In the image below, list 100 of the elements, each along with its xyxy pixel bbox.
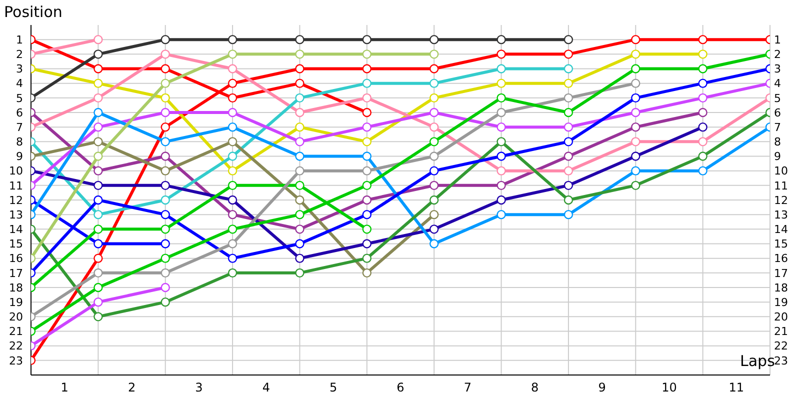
point (496, 34, 506, 44)
point (496, 195, 506, 205)
point (362, 64, 372, 74)
point (362, 122, 372, 132)
y-tick-label: 14 (9, 223, 23, 236)
point (362, 50, 372, 59)
point (362, 239, 372, 248)
point (362, 254, 372, 263)
point (228, 195, 238, 205)
point (564, 93, 574, 103)
point (698, 78, 708, 88)
point (160, 224, 170, 234)
x-tick-label: 4 (262, 380, 270, 395)
point (160, 254, 170, 263)
point (94, 239, 103, 248)
y-tick-label: 10 (9, 164, 23, 178)
y2-tick-label: 4 (774, 77, 781, 90)
y-tick-label: 9 (16, 150, 23, 164)
point (429, 137, 439, 146)
y2-tick-label: 2 (774, 48, 781, 62)
point (564, 78, 574, 88)
x-axis-title: Laps (740, 352, 775, 370)
y-tick-label: 22 (9, 340, 23, 353)
y2-tick-label: 5 (774, 92, 781, 105)
point (631, 34, 640, 44)
point (631, 108, 640, 118)
point (564, 34, 574, 44)
point (295, 254, 304, 263)
point (362, 93, 372, 103)
y-tick-label: 8 (16, 136, 23, 149)
point (564, 122, 574, 132)
point (698, 34, 708, 44)
point (94, 50, 103, 59)
x-tick-label: 3 (195, 380, 203, 395)
x-tick-label: 9 (598, 380, 606, 395)
point (295, 64, 304, 74)
point (698, 50, 708, 59)
point (228, 268, 238, 278)
point (496, 78, 506, 88)
point (496, 108, 506, 118)
point (160, 64, 170, 74)
point (160, 34, 170, 44)
point (362, 195, 372, 205)
point (295, 50, 304, 59)
y-tick-label: 20 (9, 310, 23, 324)
point (295, 180, 304, 190)
y-tick-label: 23 (9, 354, 23, 368)
y-tick-label: 16 (9, 252, 23, 266)
x-tick-label: 1 (60, 380, 68, 395)
point (362, 108, 372, 118)
point (228, 166, 238, 176)
y-tick-label: 5 (16, 92, 23, 105)
point (362, 152, 372, 161)
point (496, 64, 506, 74)
y-axis-title: Position (4, 3, 62, 21)
point (94, 93, 103, 103)
point (228, 122, 238, 132)
point (228, 93, 238, 103)
x-tick-label: 10 (662, 380, 677, 395)
point (564, 50, 574, 59)
point (295, 34, 304, 44)
y-tick-label: 15 (9, 238, 23, 251)
y2-tick-label: 22 (774, 340, 788, 353)
y-tick-label: 4 (16, 77, 23, 90)
point (94, 64, 103, 74)
point (295, 239, 304, 248)
y-tick-label: 13 (9, 208, 23, 222)
point (429, 180, 439, 190)
point (295, 224, 304, 234)
point (160, 137, 170, 146)
y2-tick-label: 23 (774, 354, 788, 368)
y2-tick-label: 6 (774, 106, 781, 120)
point (295, 78, 304, 88)
y2-tick-label: 8 (774, 136, 781, 149)
point (160, 239, 170, 248)
y2-tick-label: 1 (774, 33, 781, 46)
point (698, 64, 708, 74)
point (94, 78, 103, 88)
y2-tick-label: 7 (774, 120, 781, 134)
point (228, 137, 238, 146)
point (631, 137, 640, 146)
point (94, 137, 103, 146)
point (228, 224, 238, 234)
x-tick-label: 2 (128, 380, 136, 395)
x-tick-label: 6 (396, 380, 404, 395)
y-tick-label: 17 (9, 266, 23, 280)
point (160, 50, 170, 59)
point (429, 50, 439, 59)
y-tick-label: 18 (9, 281, 23, 294)
y2-tick-label: 12 (774, 194, 788, 207)
point (429, 152, 439, 161)
point (362, 180, 372, 190)
point (295, 210, 304, 220)
x-tick-label: 5 (330, 380, 338, 395)
point (295, 108, 304, 118)
point (496, 122, 506, 132)
point (94, 282, 103, 292)
point (295, 152, 304, 161)
point (564, 64, 574, 74)
x-tick-label: 8 (531, 380, 539, 395)
